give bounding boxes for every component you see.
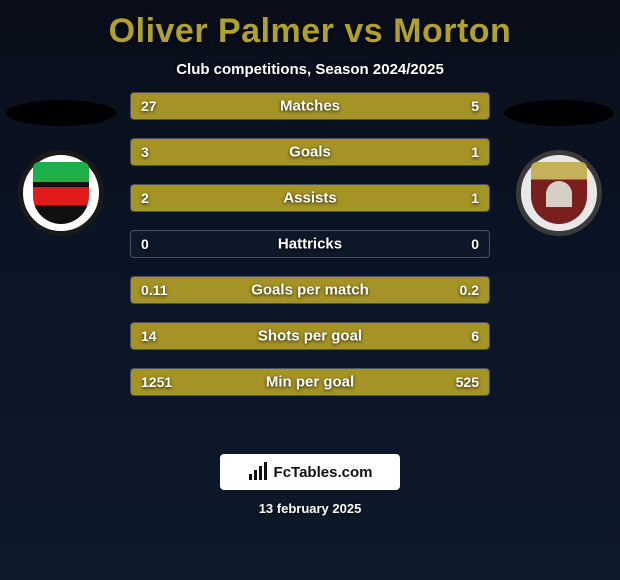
stat-row: 14 6 Shots per goal xyxy=(130,322,490,350)
crest-shadow-left xyxy=(6,100,116,126)
stat-fill-right xyxy=(432,93,489,119)
stat-value-right: 0.2 xyxy=(460,282,479,298)
brand-text: FcTables.com xyxy=(274,464,373,481)
stats-bars: 27 5 Matches 3 1 Goals 2 1 Assists 0 0 Hattricks 0.1… xyxy=(130,92,490,396)
stat-row: 0 0 Hattricks xyxy=(130,230,490,258)
club-crest-left xyxy=(18,150,104,236)
stat-row: 2 1 Assists xyxy=(130,184,490,212)
brand-badge: FcTables.com xyxy=(220,454,400,490)
stat-value-right: 0 xyxy=(471,236,479,252)
stat-fill-left xyxy=(131,139,400,165)
stat-value-right: 1 xyxy=(471,190,479,206)
stat-label: Hattricks xyxy=(278,236,342,253)
stat-label: Matches xyxy=(280,98,340,115)
stat-label: Goals xyxy=(289,144,331,161)
stat-value-left: 0.11 xyxy=(141,282,167,298)
stat-row: 27 5 Matches xyxy=(130,92,490,120)
stat-value-left: 1251 xyxy=(141,374,172,390)
stat-label: Shots per goal xyxy=(258,328,362,345)
subtitle: Club competitions, Season 2024/2025 xyxy=(0,61,620,78)
stat-value-right: 6 xyxy=(471,328,479,344)
stat-label: Assists xyxy=(283,190,336,207)
club-crest-left-shield-icon xyxy=(33,162,89,224)
stat-value-right: 1 xyxy=(471,144,479,160)
stat-row: 0.11 0.2 Goals per match xyxy=(130,276,490,304)
stat-value-left: 14 xyxy=(141,328,157,344)
footer-date: 13 february 2025 xyxy=(259,501,362,516)
stat-value-left: 2 xyxy=(141,190,149,206)
stat-value-right: 5 xyxy=(471,98,479,114)
stat-value-left: 3 xyxy=(141,144,149,160)
club-crest-right xyxy=(516,150,602,236)
stat-label: Min per goal xyxy=(266,374,354,391)
page-title: Oliver Palmer vs Morton xyxy=(0,0,620,51)
stat-label: Goals per match xyxy=(251,282,369,299)
club-crest-right-shield-icon xyxy=(531,162,587,224)
crest-shadow-right xyxy=(504,100,614,126)
stat-value-left: 27 xyxy=(141,98,157,114)
stat-value-right: 525 xyxy=(456,374,479,390)
stat-row: 1251 525 Min per goal xyxy=(130,368,490,396)
stat-value-left: 0 xyxy=(141,236,149,252)
bar-chart-icon xyxy=(248,462,268,482)
stat-row: 3 1 Goals xyxy=(130,138,490,166)
